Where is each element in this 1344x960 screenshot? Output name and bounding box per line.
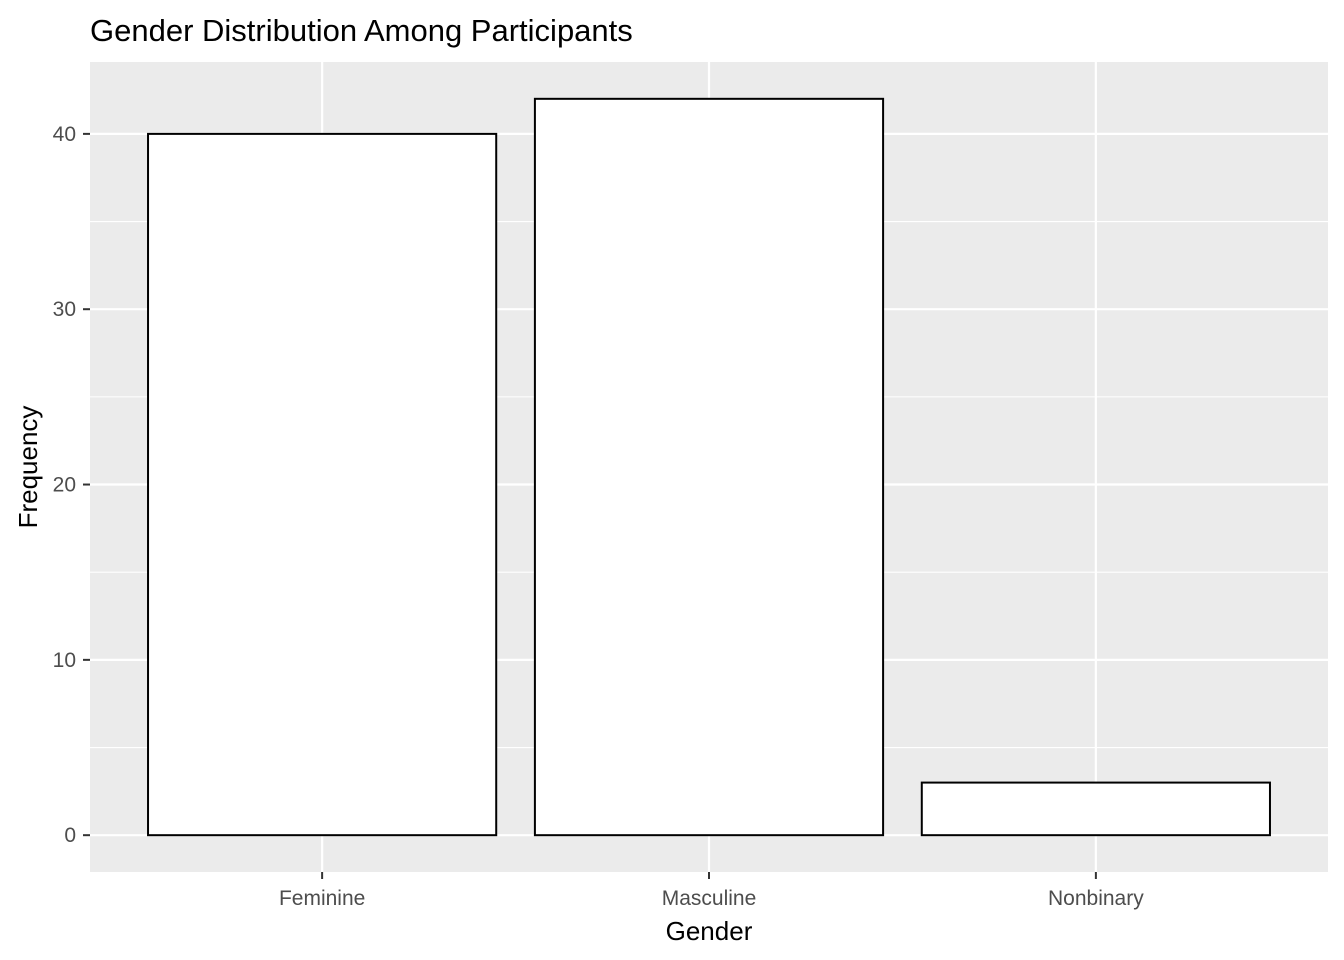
bar-layer: [147, 97, 1271, 837]
y-tick-label: 20: [53, 474, 76, 497]
bar-nonbinary: [920, 781, 1271, 837]
axis-layer: 0 10 20 30 40 Feminine Masculine Nonbinary: [53, 123, 1145, 910]
bar-masculine: [533, 97, 885, 837]
y-tick-label: 10: [53, 649, 76, 672]
y-tick-label: 40: [53, 123, 76, 146]
x-axis-title: Gender: [666, 916, 753, 946]
y-tick-label: 0: [64, 824, 76, 847]
y-tick-label: 30: [53, 298, 76, 321]
x-tick-label: Nonbinary: [1048, 887, 1144, 910]
chart-title: Gender Distribution Among Participants: [90, 13, 633, 48]
y-axis-title: Frequency: [13, 406, 43, 529]
x-tick-label: Feminine: [279, 887, 365, 910]
x-tick-label: Masculine: [662, 887, 757, 910]
bar-feminine: [147, 132, 498, 837]
